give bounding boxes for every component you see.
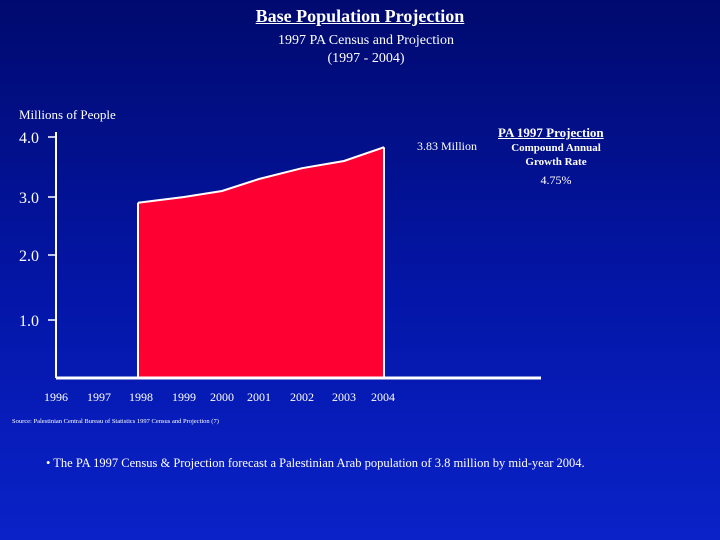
x-tick-label-2000: 2000 <box>210 390 234 404</box>
x-tick-label-2003: 2003 <box>332 390 356 404</box>
slide-subtitle-line1: 1997 PA Census and Projection <box>277 33 455 48</box>
y-tick-label-2.0: 2.0 <box>19 248 39 265</box>
y-axis-label: Millions of People <box>19 107 116 122</box>
x-tick-label-1999: 1999 <box>172 390 196 404</box>
slide-subtitle-line2: (1997 - 2004) <box>327 51 405 66</box>
area-series-0 <box>138 147 384 378</box>
x-tick-label-1997: 1997 <box>87 390 111 404</box>
x-tick-label-2004: 2004 <box>371 390 395 404</box>
source-note: Source: Palestinian Central Bureau of St… <box>12 418 219 425</box>
y-tick-label-1.0: 1.0 <box>19 313 39 330</box>
growth-rate-value: 4.75% <box>540 173 572 187</box>
x-tick-label-2002: 2002 <box>290 390 314 404</box>
projection-box-line1: Compound Annual <box>511 142 601 154</box>
projection-box-title: PA 1997 Projection <box>498 125 604 140</box>
x-tick-label-2001: 2001 <box>247 390 271 404</box>
y-tick-label-3.0: 3.0 <box>19 190 39 207</box>
y-tick-label-4.0: 4.0 <box>19 130 39 147</box>
projection-box-line2: Growth Rate <box>525 156 587 168</box>
slide-title: Base Population Projection <box>255 6 465 26</box>
annotation-0: 3.83 Million <box>417 139 477 153</box>
area-series-0-top-edge <box>137 146 385 204</box>
x-tick-label-1996: 1996 <box>44 390 68 404</box>
x-tick-label-1998: 1998 <box>129 390 153 404</box>
summary-bullet: • The PA 1997 Census & Projection foreca… <box>46 456 585 470</box>
